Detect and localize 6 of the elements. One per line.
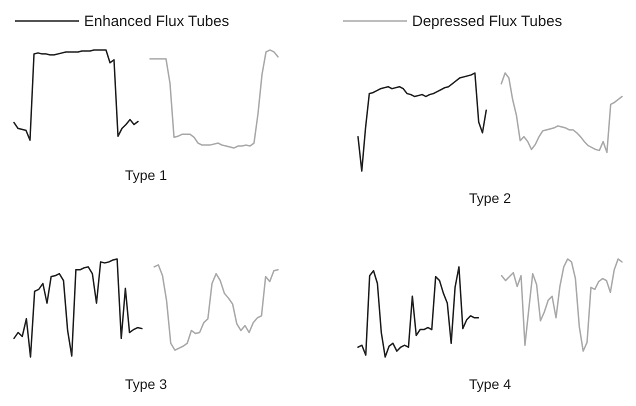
legend-label: Depressed Flux Tubes — [412, 13, 562, 30]
legend-label: Enhanced Flux Tubes — [84, 13, 230, 30]
text: Type 3 — [124, 376, 168, 392]
text: Type 2 — [468, 190, 512, 206]
text: Type 4 — [468, 376, 512, 392]
text: Type 1 — [124, 166, 168, 183]
